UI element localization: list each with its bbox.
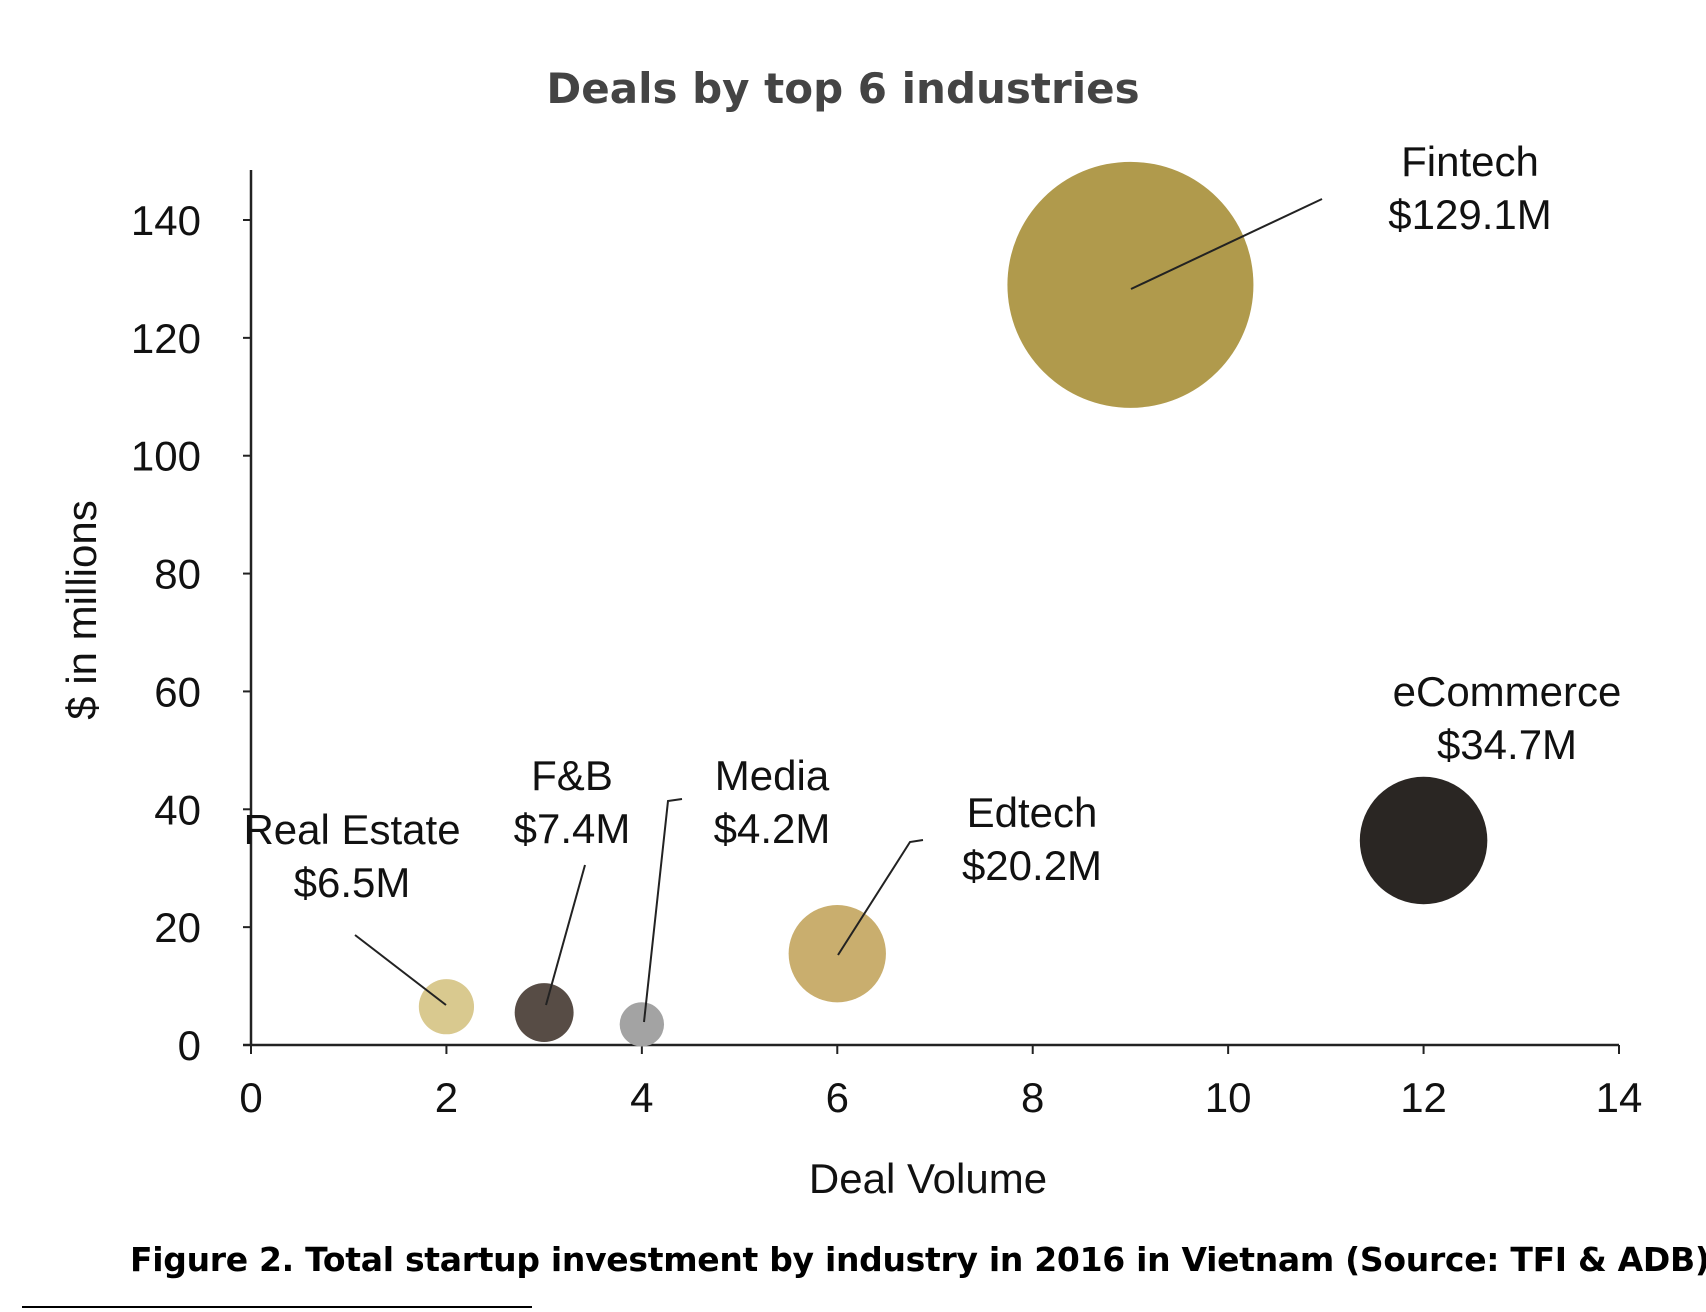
bubble-name-ecommerce: eCommerce xyxy=(1393,668,1622,715)
bubble-name-f-b: F&B xyxy=(531,752,613,799)
y-tick-label: 120 xyxy=(131,315,201,362)
bubble-value-real-estate: $6.5M xyxy=(294,859,411,906)
leader-line-real-estate xyxy=(354,934,447,1006)
bubble-ecommerce xyxy=(1359,776,1488,905)
figure-caption: Figure 2. Total startup investment by in… xyxy=(130,1240,1706,1279)
bubble-value-fintech: $129.1M xyxy=(1388,191,1551,238)
chart-title: Deals by top 6 industries xyxy=(546,64,1139,113)
bubble-value-media: $4.2M xyxy=(714,805,831,852)
bubble-labels: Real Estate $6.5M F&B $7.4M Media $4.2M Edtech… xyxy=(243,138,1621,906)
x-axis-label: Deal Volume xyxy=(809,1155,1047,1202)
leader-line-fintech xyxy=(1130,198,1323,290)
bubbles xyxy=(418,161,1488,1047)
y-tick-label: 100 xyxy=(131,433,201,480)
bubble-name-real-estate: Real Estate xyxy=(243,806,460,853)
bubble-media xyxy=(619,1002,665,1047)
x-tick-label: 8 xyxy=(1021,1074,1044,1121)
y-axis-label: $ in millions xyxy=(58,500,105,719)
x-tick-label: 14 xyxy=(1596,1074,1643,1121)
x-tick-label: 6 xyxy=(826,1074,849,1121)
x-tick-label: 12 xyxy=(1400,1074,1447,1121)
axes xyxy=(243,170,1619,1047)
bubble-value-ecommerce: $34.7M xyxy=(1437,721,1577,768)
bubble-name-fintech: Fintech xyxy=(1401,138,1539,185)
bubble-f-b xyxy=(514,983,574,1043)
caption-text: Figure 2. Total startup investment by in… xyxy=(130,1240,1706,1279)
y-tick-label: 140 xyxy=(131,197,201,244)
leader-line-edtech xyxy=(837,839,924,956)
x-tick-label: 4 xyxy=(630,1074,653,1121)
y-tick-label: 0 xyxy=(178,1022,201,1069)
bubble-name-media: Media xyxy=(715,752,830,799)
bubble-value-f-b: $7.4M xyxy=(514,805,631,852)
y-tick-label: 40 xyxy=(154,786,201,833)
label-leader-lines xyxy=(354,198,1323,1023)
leader-line-f-b xyxy=(545,864,586,1006)
bubble-fintech xyxy=(1007,161,1254,408)
y-tick-label: 20 xyxy=(154,904,201,951)
y-tick-label: 60 xyxy=(154,668,201,715)
bubble-value-edtech: $20.2M xyxy=(962,842,1102,889)
leader-line-media xyxy=(643,798,683,1023)
y-tick-label: 80 xyxy=(154,551,201,598)
footnote-divider xyxy=(22,1306,532,1308)
bubble-name-edtech: Edtech xyxy=(967,789,1098,836)
bubble-edtech xyxy=(788,905,886,1003)
x-tick-label: 2 xyxy=(435,1074,458,1121)
x-tick-label: 10 xyxy=(1205,1074,1252,1121)
x-tick-label: 0 xyxy=(239,1074,262,1121)
bubble-real-estate xyxy=(418,979,475,1035)
